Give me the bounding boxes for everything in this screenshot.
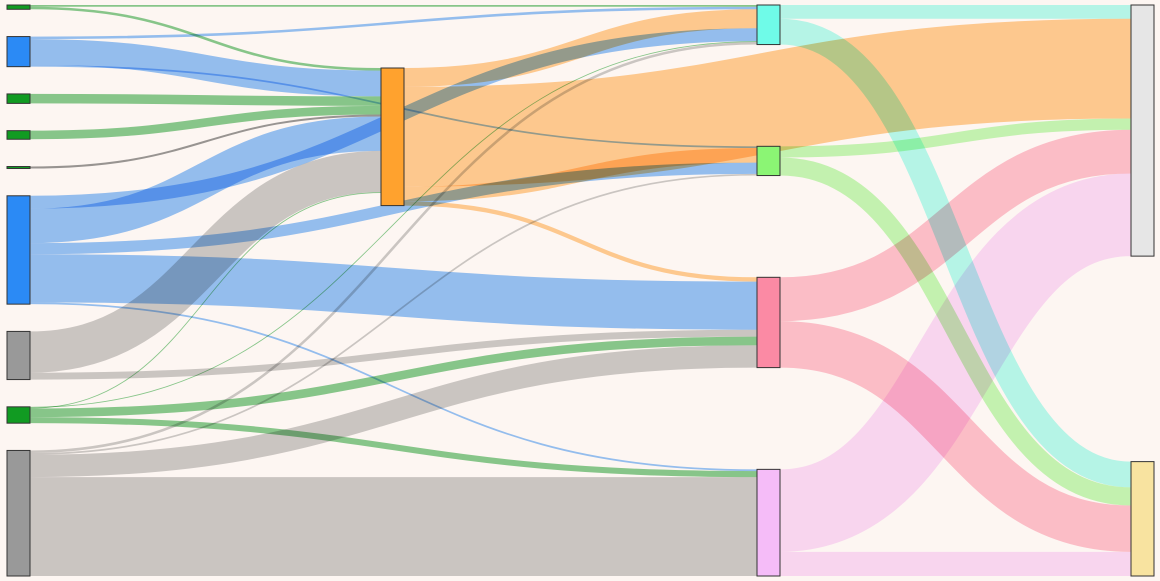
link-s1-m0 [29,39,382,97]
link-s3-m0 [29,105,382,140]
link-s7-c3 [29,417,758,478]
node-s2[interactable] [6,93,31,104]
link-s7-c2 [29,336,758,418]
node-s7[interactable] [6,406,31,424]
link-s2-m0 [29,93,382,106]
link-c1-t0 [779,118,1132,158]
link-c3-t0 [777,173,1134,552]
link-c2-t0 [779,129,1132,322]
node-s0[interactable] [6,4,31,10]
node-t0[interactable] [1130,4,1155,257]
link-s4-m0 [29,114,382,169]
node-c3[interactable] [756,468,781,577]
node-c0[interactable] [756,4,781,46]
node-s4[interactable] [6,166,31,170]
link-s8-c1 [29,173,758,455]
node-s1[interactable] [6,36,31,68]
node-m0[interactable] [380,67,405,207]
link-m0-t0 [403,18,1132,187]
node-s8[interactable] [6,449,31,577]
node-s6[interactable] [6,330,31,381]
link-m0-c2 [403,201,758,282]
link-s8-c2 [29,345,758,478]
node-t1[interactable] [1130,461,1155,577]
node-s3[interactable] [6,130,31,140]
link-m0-c0 [403,9,758,87]
link-s8-c0 [29,41,758,454]
link-s7-c0 [29,41,758,408]
node-c2[interactable] [756,276,781,369]
link-s0-m0 [29,6,382,71]
node-s5[interactable] [6,195,31,305]
link-s7-m0 [29,192,382,409]
nodes-layer [6,4,1155,577]
node-c1[interactable] [756,145,781,177]
link-s6-m0 [29,150,382,373]
link-s6-c2 [29,329,758,380]
link-s1-c0 [29,6,758,40]
